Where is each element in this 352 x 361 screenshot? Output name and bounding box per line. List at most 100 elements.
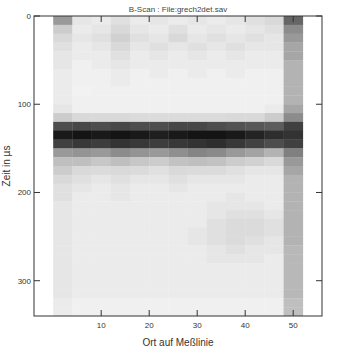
cell [188,272,208,281]
cell [226,87,246,96]
cell [72,290,92,299]
cell [188,175,208,184]
cell [226,148,246,157]
cell [53,201,72,210]
cell [284,157,304,166]
cell [226,192,246,201]
cell [284,16,304,25]
cell [130,210,150,219]
cell [284,51,304,60]
x-tick [101,16,102,22]
cell [130,113,150,122]
cell [72,60,92,69]
cell [92,228,112,237]
cell [111,87,131,96]
cell [53,237,72,246]
cell [207,140,227,149]
cell [72,69,92,78]
cell [72,272,92,281]
cell [53,219,72,228]
cell [207,254,227,263]
cell [92,219,112,228]
cell [130,131,150,140]
cell [92,148,112,157]
y-tick [316,104,322,105]
cell [284,34,304,43]
cell [284,78,304,87]
cell [149,51,169,60]
cell [92,157,112,166]
cell [226,104,246,113]
cell [264,140,284,149]
cell [72,25,92,34]
cell [264,122,284,131]
cell [72,122,92,131]
cell [226,263,246,272]
cell [168,87,188,96]
cell [245,51,265,60]
cell [264,245,284,254]
cell [284,166,304,175]
cell [207,184,227,193]
cell [207,272,227,281]
cell [284,254,304,263]
cell [226,175,246,184]
cell [168,25,188,34]
cell [111,78,131,87]
cell [284,290,304,299]
cell [111,298,131,307]
cell [72,228,92,237]
x-tick [149,16,150,22]
cell [72,263,92,272]
cell [264,157,284,166]
cell [149,78,169,87]
cell [149,228,169,237]
cell [168,184,188,193]
cell [226,254,246,263]
cell [207,245,227,254]
cell [188,254,208,263]
cell [168,175,188,184]
y-tick [316,16,322,17]
cell [149,254,169,263]
cell [53,157,72,166]
y-axis-title: Zeit in µs [1,146,12,187]
x-tick-label: 10 [97,321,106,330]
cell [264,69,284,78]
cell [226,113,246,122]
cell [53,34,72,43]
cell [111,34,131,43]
cell [92,184,112,193]
cell [130,16,150,25]
cell [111,272,131,281]
cell [188,60,208,69]
cell [207,51,227,60]
cell [264,51,284,60]
cell [207,175,227,184]
cell [111,140,131,149]
cell [264,281,284,290]
cell [188,69,208,78]
cell [130,25,150,34]
cell [284,281,304,290]
cell [168,42,188,51]
cell [72,245,92,254]
cell [245,122,265,131]
cell [149,281,169,290]
cell [111,131,131,140]
cell [264,192,284,201]
cell [284,201,304,210]
cell [284,175,304,184]
cell [111,95,131,104]
cell [226,140,246,149]
cell [188,245,208,254]
cell [245,42,265,51]
cell [92,201,112,210]
cell [92,272,112,281]
cell [264,298,284,307]
cell [264,25,284,34]
cell [168,210,188,219]
cell [92,307,112,316]
cell [111,228,131,237]
cell [92,51,112,60]
